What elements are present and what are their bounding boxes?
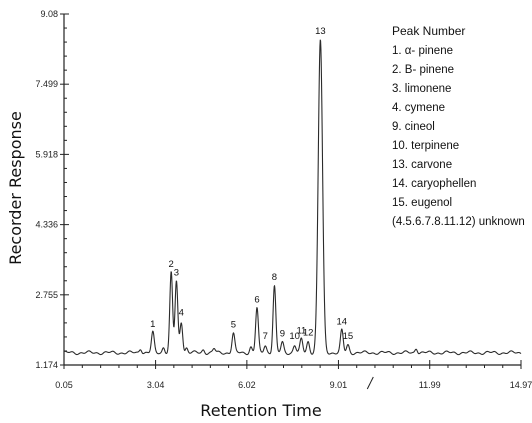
chromatogram-trace bbox=[63, 39, 522, 356]
legend-item: 14. caryophellen bbox=[392, 178, 476, 190]
x-tick-label: 6.02 bbox=[238, 380, 256, 390]
x-axis-label: Retention Time bbox=[200, 401, 321, 420]
legend-item: 1. α- pinene bbox=[392, 45, 453, 57]
legend-item: 2. B- pinene bbox=[392, 64, 454, 76]
peak-label-13: 13 bbox=[315, 26, 326, 37]
peak-label-1: 1 bbox=[150, 319, 155, 330]
peak-label-2: 2 bbox=[169, 259, 174, 270]
peak-label-8: 8 bbox=[272, 272, 277, 283]
x-tick-label: 14.97 bbox=[510, 380, 532, 390]
peak-label-14: 14 bbox=[337, 317, 348, 328]
axis-break-mark bbox=[366, 376, 374, 390]
peak-label-7: 7 bbox=[263, 331, 268, 342]
peak-label-12: 12 bbox=[303, 328, 314, 339]
legend-item: 10. terpinene bbox=[392, 140, 459, 152]
legend-item: (4.5.6.7.8.11.12) unknown bbox=[392, 216, 525, 228]
peak-label-15: 15 bbox=[343, 331, 354, 342]
legend: Peak Number 1. α- pinene 2. B- pinene 3. l… bbox=[392, 24, 525, 228]
y-tick-label: 5.918 bbox=[35, 149, 58, 159]
x-tick-label: 9.01 bbox=[330, 380, 348, 390]
peak-label-9: 9 bbox=[280, 329, 285, 340]
axes: 1.174 2.755 4.336 5.918 7.499 9.08 0.05 3.04 6.0… bbox=[35, 9, 532, 390]
peak-label-4: 4 bbox=[179, 308, 184, 319]
peak-label-5: 5 bbox=[231, 320, 236, 331]
y-tick-label: 2.755 bbox=[35, 290, 58, 300]
peak-label-11: 11 bbox=[296, 325, 306, 336]
legend-item: 4. cymene bbox=[392, 102, 445, 114]
legend-item: 15. eugenol bbox=[392, 197, 452, 209]
x-tick-label: 0.05 bbox=[55, 380, 73, 390]
trace-layer bbox=[63, 39, 522, 356]
y-tick-label: 1.174 bbox=[35, 360, 58, 370]
y-tick-label: 4.336 bbox=[35, 220, 58, 230]
legend-item: 13. carvone bbox=[392, 159, 452, 171]
x-tick-label: 11.99 bbox=[419, 380, 441, 390]
y-tick-label: 7.499 bbox=[35, 79, 58, 89]
y-axis-label: Recorder Response bbox=[6, 111, 25, 265]
peak-label-3: 3 bbox=[174, 268, 179, 279]
legend-item: 9. cineol bbox=[392, 121, 435, 133]
peak-label-6: 6 bbox=[254, 294, 259, 305]
legend-item: 3. limonene bbox=[392, 83, 451, 95]
peak-label-10: 10 bbox=[289, 331, 300, 342]
y-tick-label: 9.08 bbox=[40, 9, 58, 19]
legend-title: Peak Number bbox=[392, 24, 465, 38]
x-tick-label: 3.04 bbox=[147, 380, 165, 390]
